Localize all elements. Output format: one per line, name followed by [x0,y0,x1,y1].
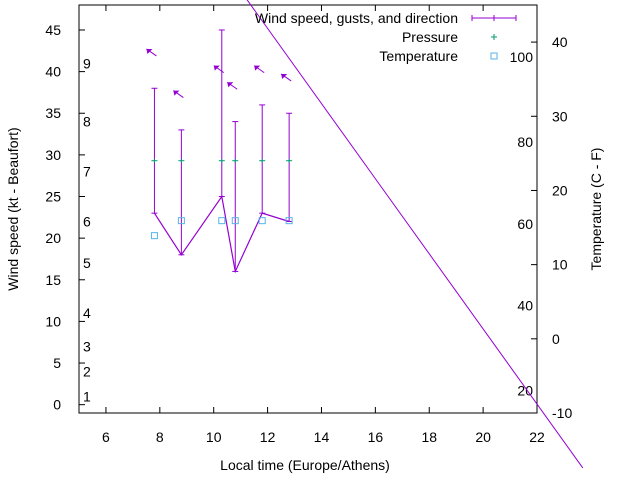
y-tick-label: 35 [45,105,61,121]
temperature-point [285,217,293,225]
x-tick-label: 16 [368,429,384,445]
y2-tick-label: -10 [552,405,572,421]
wind-direction-arrowhead [281,73,288,79]
y-axis-title: Wind speed (kt - Beaufort) [5,127,21,290]
plot-frame [78,4,538,414]
x-tick-label: 6 [102,429,110,445]
legend: Wind speed, gusts, and direction Pressure… [255,10,517,64]
beaufort-label: 4 [83,305,91,321]
legend-label: Pressure [402,29,458,45]
y2-tick-label: 40 [552,34,568,50]
y-tick-label: 30 [45,147,61,163]
x-tick-label: 10 [206,429,222,445]
x-tick-label: 22 [529,429,545,445]
y-axis-wind-speed: 0 5 10 15 20 25 30 35 40 45 [45,22,85,413]
diagonal-line [246,0,584,469]
temperature-series [150,217,293,240]
y2-tick-label: 20 [552,182,568,198]
fahrenheit-scale: 20 40 60 80 100 [510,49,534,399]
y-tick-label: 15 [45,272,61,288]
beaufort-label: 7 [83,164,91,180]
wind-direction-arrowhead [146,48,153,54]
wind-direction-arrowhead [173,90,180,96]
legend-swatch-temperature [490,52,498,60]
fahrenheit-label: 60 [517,216,533,232]
legend-label: Temperature [379,48,458,64]
y2-tick-label: 30 [552,108,568,124]
fahrenheit-label: 100 [510,49,534,65]
y-tick-label: 45 [45,22,61,38]
temperature-point [218,217,226,225]
y-tick-label: 5 [53,355,61,371]
temperature-point [231,217,239,225]
y2-axis-title: Temperature (C - F) [588,148,604,271]
y-tick-label: 10 [45,313,61,329]
x-axis: 6 8 10 12 14 16 18 20 22 [102,5,545,445]
y-tick-label: 0 [53,397,61,413]
beaufort-label: 6 [83,213,91,229]
y2-tick-label: 0 [552,331,560,347]
beaufort-scale: 1 2 3 4 5 6 7 8 9 [83,55,91,404]
x-tick-label: 20 [475,429,491,445]
x-tick-label: 12 [260,429,276,445]
beaufort-label: 9 [83,55,91,71]
x-tick-label: 14 [314,429,330,445]
legend-label: Wind speed, gusts, and direction [255,10,458,26]
fahrenheit-label: 40 [517,297,533,313]
temperature-point [177,217,185,225]
fahrenheit-label: 20 [517,383,533,399]
beaufort-label: 3 [83,338,91,354]
wind-direction-arrowhead [213,65,220,71]
diagonal-line-segment [246,0,584,469]
pressure-series [151,158,293,163]
x-tick-label: 18 [421,429,437,445]
wind-direction-arrowhead [254,65,261,71]
y-tick-label: 25 [45,189,61,205]
y2-tick-label: 10 [552,257,568,273]
wind-direction-arrowhead [227,82,234,88]
x-axis-title: Local time (Europe/Athens) [220,457,390,473]
beaufort-label: 1 [83,388,91,404]
y-tick-label: 20 [45,230,61,246]
fahrenheit-label: 80 [517,134,533,150]
y-tick-label: 40 [45,64,61,80]
beaufort-label: 2 [83,363,91,379]
wind-speed-line [153,194,290,274]
beaufort-label: 5 [83,255,91,271]
wind-series [146,29,293,274]
beaufort-label: 8 [83,114,91,130]
y2-axis-temperature: -10 0 10 20 30 40 [531,34,572,421]
temperature-point [150,232,158,240]
temperature-point [258,217,266,225]
x-tick-label: 8 [156,429,164,445]
